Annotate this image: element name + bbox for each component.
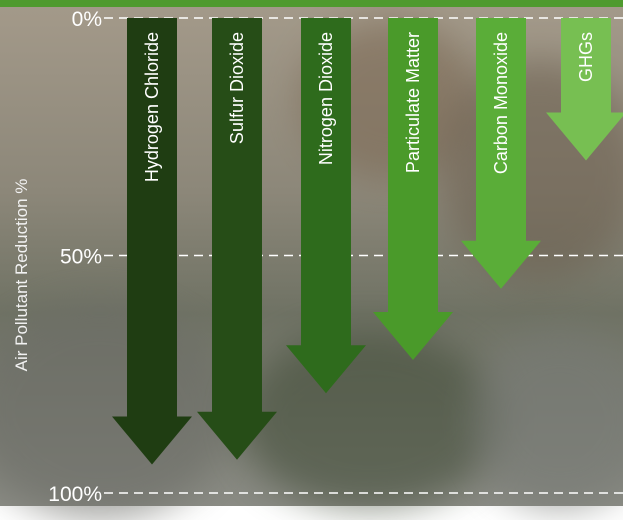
y-tick-labels: 0% 50% 100% bbox=[48, 8, 102, 506]
pollutant-reduction-chart: 0% 50% 100% Hydrogen Chloride Sulfur Dioxid… bbox=[0, 0, 623, 506]
arrow-category-label: Nitrogen Dioxide bbox=[316, 32, 336, 165]
arrow-category-label: GHGs bbox=[576, 32, 596, 82]
arrow-nitrogen-dioxide: Nitrogen Dioxide bbox=[286, 18, 366, 393]
arrow-sulfur-dioxide: Sulfur Dioxide bbox=[197, 18, 277, 460]
y-tick-label: 0% bbox=[72, 8, 102, 31]
arrow-ghgs: GHGs bbox=[546, 18, 623, 161]
arrow-carbon-monoxide: Carbon Monoxide bbox=[461, 18, 541, 289]
arrow-category-label: Hydrogen Chloride bbox=[142, 32, 162, 182]
arrow-particulate-matter: Particulate Matter bbox=[373, 18, 453, 360]
y-axis-label: Air Pollutant Reduction % bbox=[12, 179, 31, 372]
arrows: Hydrogen Chloride Sulfur Dioxide Nitrogen … bbox=[112, 18, 623, 465]
arrow-hydrogen-chloride: Hydrogen Chloride bbox=[112, 18, 192, 465]
arrow-category-label: Carbon Monoxide bbox=[491, 32, 511, 174]
arrow-category-label: Sulfur Dioxide bbox=[227, 32, 247, 144]
arrow-category-label: Particulate Matter bbox=[403, 32, 423, 173]
y-tick-label: 100% bbox=[48, 483, 102, 506]
y-tick-label: 50% bbox=[60, 246, 102, 269]
